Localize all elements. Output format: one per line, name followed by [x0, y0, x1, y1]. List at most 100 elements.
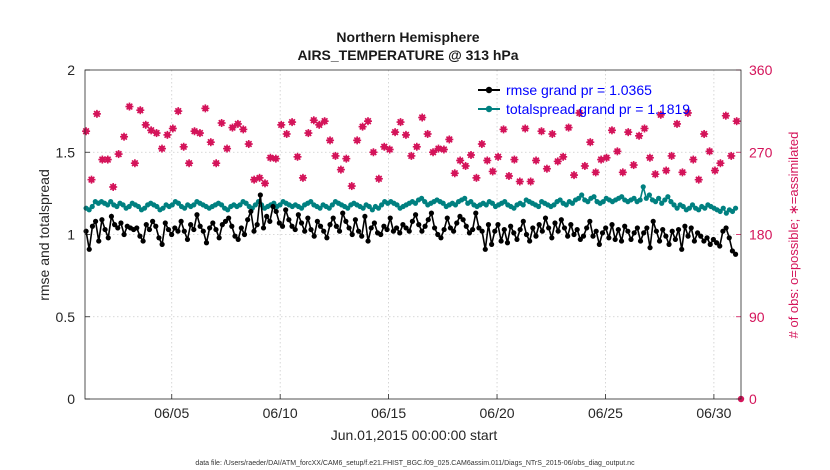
rmse-point: [349, 231, 355, 238]
obs-count-point: [228, 123, 237, 132]
obs-count-point: [700, 129, 709, 138]
rmse-point: [232, 233, 238, 239]
obs-count-point: [385, 145, 394, 154]
totalspread-point: [126, 203, 132, 210]
rmse-point: [698, 233, 704, 239]
totalspread-point: [511, 205, 517, 211]
x-tick-label: 06/20: [480, 405, 515, 421]
obs-count-point: [412, 142, 421, 151]
rmse-point: [298, 220, 305, 226]
rmse-point: [561, 225, 568, 231]
rmse-point: [476, 225, 482, 231]
obs-count-point: [602, 153, 611, 162]
rmse-point: [83, 228, 89, 234]
obs-count-point: [721, 111, 730, 120]
rmse-point: [403, 225, 409, 231]
rmse-point: [270, 203, 276, 210]
rmse-point: [121, 231, 127, 238]
obs-count-point: [260, 179, 269, 188]
obs-count-point: [662, 166, 671, 175]
obs-count-point: [266, 153, 275, 162]
obs-count-point: [434, 144, 443, 153]
rmse-point: [191, 226, 197, 233]
rmse-point: [254, 222, 260, 228]
totalspread-point: [169, 202, 175, 208]
rmse-point: [289, 223, 295, 229]
rmse-point: [317, 223, 324, 229]
totalspread-point: [329, 202, 335, 208]
rmse-point: [283, 207, 289, 213]
obs-count-point: [326, 136, 335, 145]
totalspread-point: [419, 195, 425, 201]
obs-count-point: [298, 173, 307, 182]
rmse-point: [216, 235, 222, 241]
y-right-tick-label: 0: [749, 391, 757, 407]
rmse-point: [178, 218, 184, 224]
obs-count-point: [277, 120, 286, 129]
obs-count-point: [239, 125, 248, 134]
rmse-point: [241, 231, 248, 238]
axis-ticks: 0 0 0.5 90 1 180 1.5 270 2 360 06/05 06/10 06/15 06/2…: [56, 62, 773, 421]
obs-count-point: [152, 129, 161, 138]
rmse-point: [355, 228, 362, 234]
rmse-point: [653, 228, 659, 234]
totalspread-point: [378, 202, 385, 208]
obs-count-point: [515, 177, 524, 186]
rmse-point: [276, 220, 282, 226]
rmse-point: [618, 238, 625, 244]
totalspread-point: [462, 195, 468, 201]
totalspread-point: [680, 203, 686, 210]
rmse-point: [314, 218, 320, 224]
rmse-point: [330, 215, 336, 221]
totalspread-point: [652, 199, 659, 205]
obs-count-point: [673, 119, 682, 128]
legend-spread-marker: [485, 105, 493, 113]
totalspread-point: [108, 199, 114, 205]
rmse-point: [498, 238, 504, 244]
rmse-point: [580, 233, 587, 239]
obs-count-point: [618, 168, 627, 177]
totalspread-point: [557, 197, 563, 203]
obs-count-point: [521, 124, 530, 133]
rmse-point: [533, 233, 539, 239]
rmse-point: [222, 218, 229, 224]
rmse-point: [647, 245, 653, 251]
rmse-point: [672, 236, 678, 243]
totalspread-point: [412, 200, 419, 206]
rmse-point: [732, 251, 739, 257]
obs-count-point: [336, 165, 345, 174]
y-axis-right-label: # of obs: o=possible; ∗=assimilated: [786, 132, 801, 339]
obs-count-point: [548, 129, 557, 138]
y-right-tick-label: 270: [749, 144, 773, 160]
rmse-point: [552, 220, 558, 226]
obs-count-point: [347, 182, 356, 191]
rmse-point: [393, 225, 400, 231]
obs-count-point: [206, 138, 215, 147]
totalspread-point: [360, 205, 366, 211]
rmse-point: [384, 226, 390, 233]
obs-count-point: [374, 174, 383, 183]
rmse-point: [251, 228, 257, 234]
obs-count-point: [461, 161, 470, 170]
obs-count-point: [651, 170, 660, 179]
rmse-point: [175, 228, 181, 234]
rmse-point: [520, 218, 526, 224]
totalspread-point: [326, 205, 332, 211]
rmse-point: [473, 210, 479, 216]
rmse-point: [431, 225, 438, 231]
totalspread-point: [619, 194, 625, 200]
totalspread-point: [723, 210, 729, 216]
rmse-point: [207, 225, 213, 231]
obs-count-point: [114, 150, 123, 159]
rmse-point: [679, 246, 685, 252]
rmse-point: [105, 235, 111, 241]
rmse-point: [229, 223, 235, 229]
rmse-point: [682, 223, 688, 229]
totalspread-point: [366, 203, 372, 210]
rmse-point: [169, 231, 175, 238]
legend-spread-label: totalspread grand pr = 1.1819: [506, 101, 690, 117]
rmse-point: [359, 233, 365, 239]
obs-count-point: [125, 102, 134, 111]
obs-count-point: [570, 171, 579, 180]
rmse-point: [343, 218, 349, 224]
